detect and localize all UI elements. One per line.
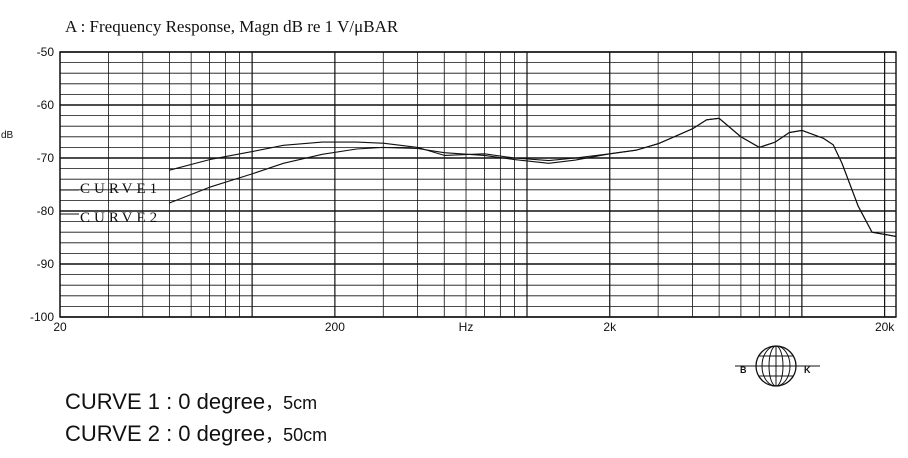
y-tick-label: -50 [37, 45, 55, 59]
y-axis-label: dB [1, 130, 14, 141]
y-tick-label: -100 [30, 310, 54, 324]
x-tick-label: 2k [603, 320, 617, 334]
y-tick-labels: -50 -60 -70 -80 -90 -100 [30, 45, 54, 324]
plot-frame [59, 51, 897, 318]
series-lines [169, 117, 897, 237]
bk-logo: B K [735, 345, 820, 387]
caption-curve1: CURVE 1 : 0 degree，5cm [65, 389, 317, 415]
caption-curve2-distance: 50cm [283, 425, 328, 445]
x-tick-label: 20k [875, 320, 895, 334]
y-tick-label: -90 [37, 257, 55, 271]
series-line-curve2 [169, 117, 897, 237]
x-tick-label: 20 [53, 320, 67, 334]
caption-curve1-text: CURVE 1 : 0 degree [65, 389, 266, 414]
series-line-curve1 [169, 117, 897, 237]
caption-curve2: CURVE 2 : 0 degree，50cm [65, 421, 327, 447]
caption-curve1-distance: 5cm [283, 393, 318, 413]
chart-title: A : Frequency Response, Magn dB re 1 V/μ… [65, 17, 399, 36]
caption-curve2-text: CURVE 2 : 0 degree [65, 421, 266, 446]
caption-curve1-separator: ， [265, 393, 284, 413]
caption-curve2-separator: ， [265, 425, 284, 445]
x-tick-label: 200 [325, 320, 345, 334]
grid [59, 51, 897, 318]
curve2-label: CURVE2 [80, 210, 161, 226]
logo-letter-b: B [740, 365, 747, 375]
x-tick-label: Hz [459, 320, 474, 334]
y-tick-label: -60 [37, 98, 55, 112]
curve-labels: CURVE1 CURVE2 [60, 181, 161, 226]
x-tick-labels: 20 200 Hz 2k 20k [53, 320, 895, 334]
logo-letter-k: K [804, 365, 811, 375]
y-tick-label: -80 [37, 204, 55, 218]
y-tick-label: -70 [37, 151, 55, 165]
curve1-label: CURVE1 [80, 181, 161, 197]
